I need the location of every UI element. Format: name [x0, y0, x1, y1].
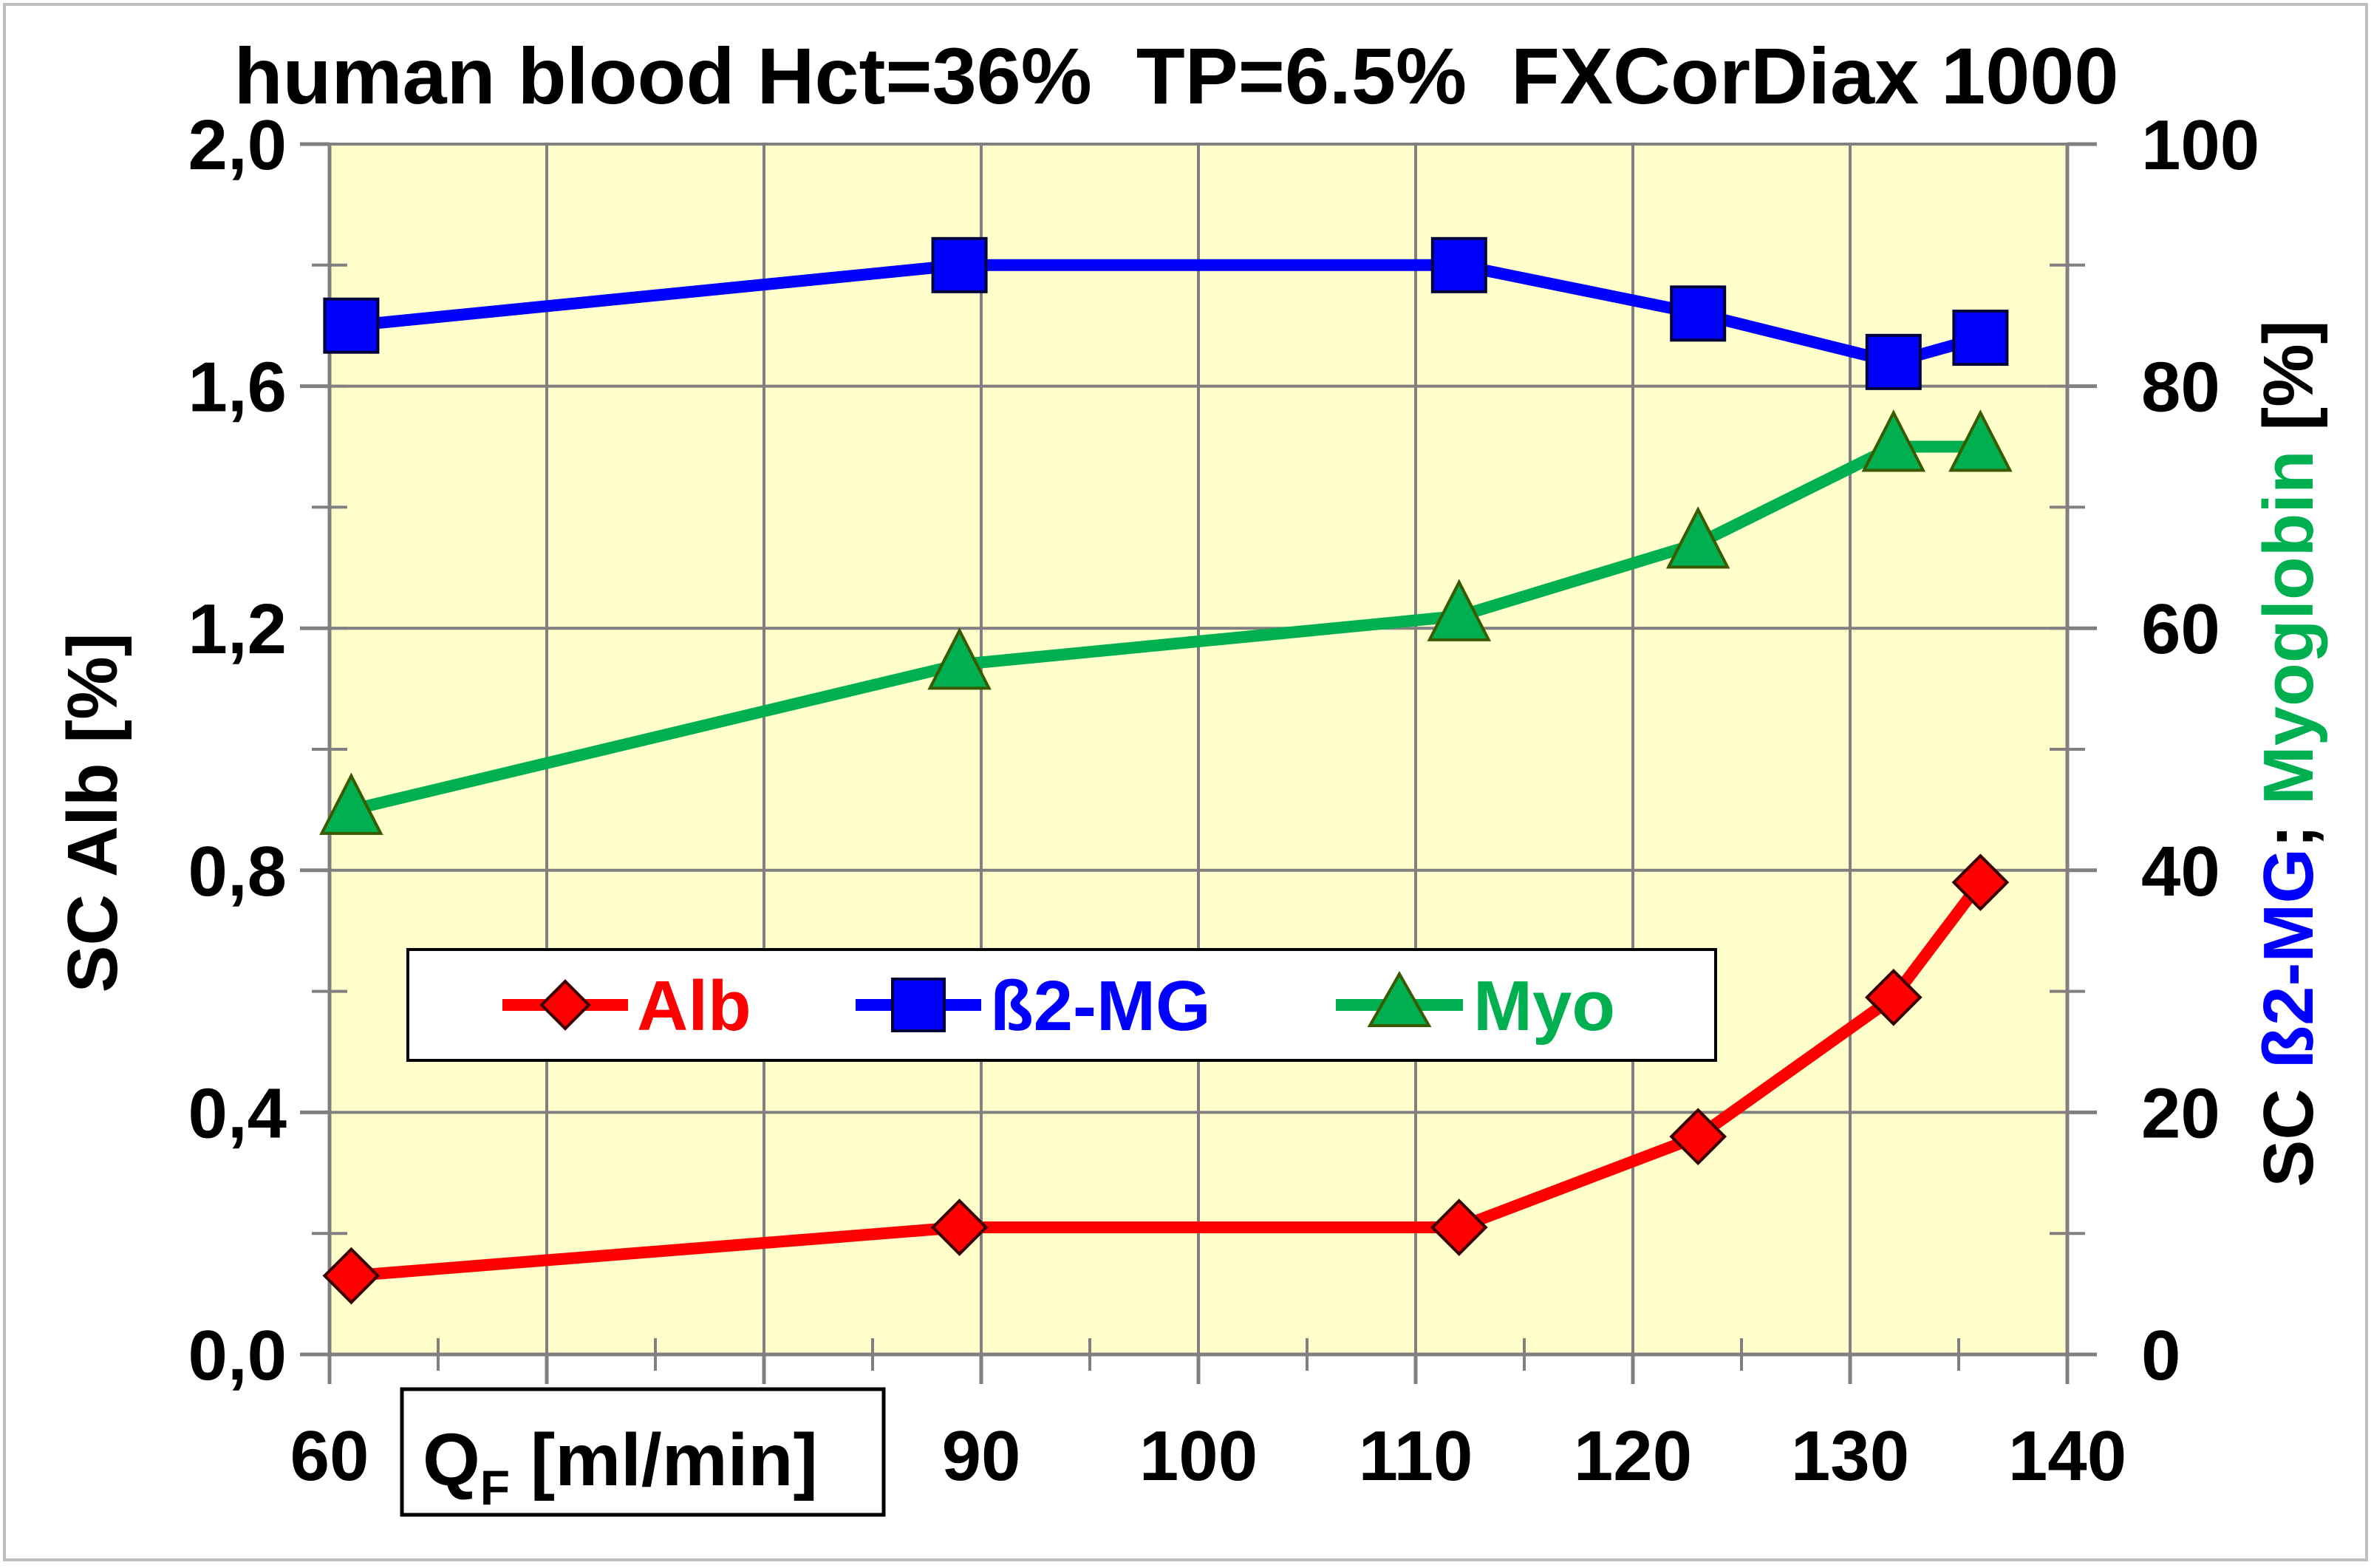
- data-point-myo: [1861, 409, 1926, 472]
- y-axis-right-suffix: [%]: [2249, 320, 2328, 450]
- x-tick-label: 60: [290, 1417, 369, 1496]
- x-axis-label-subscript: F: [480, 1460, 510, 1515]
- data-point-myo: [319, 772, 383, 835]
- data-point-alb: [1951, 853, 2010, 912]
- data-point-b2mg: [1430, 236, 1487, 293]
- y-axis-right-myo: Myoglobin: [2249, 450, 2328, 805]
- y-axis-left-label: SC Alb [%]: [53, 633, 132, 992]
- y-right-tick-label: 60: [2141, 590, 2220, 669]
- y-left-tick-label: 0,8: [188, 832, 287, 911]
- x-tick-label: 100: [1139, 1417, 1258, 1496]
- y-axis-right-prefix: SC: [2249, 1069, 2328, 1187]
- y-left-tick-label: 1,2: [188, 590, 287, 669]
- y-left-tick-label: 1,6: [188, 348, 287, 427]
- legend-label-b2mg: ß2-MG: [990, 967, 1211, 1046]
- y-axis-right-b2mg: ß2-MG: [2249, 848, 2328, 1069]
- x-tick-label: 110: [1359, 1417, 1473, 1496]
- legend-marker-myo: [1367, 970, 1432, 1027]
- legend-marker-b2mg: [891, 978, 946, 1032]
- data-point-alb: [1430, 1199, 1488, 1256]
- legend-label-alb: Alb: [637, 967, 751, 1046]
- y-right-tick-label: 40: [2141, 832, 2220, 911]
- x-axis-title-box: [400, 1387, 886, 1517]
- axes: 0,0 0,4 0,8 1,2 1,6 2,0 0 20 40 60 80 100 60 90 100 110…: [188, 106, 2260, 1496]
- y-axis-right-title: SC ß2-MG; Myoglobin [%]: [2249, 320, 2328, 1187]
- y-left-tick-label: 2,0: [188, 106, 287, 185]
- y-left-tick-label: 0,4: [188, 1074, 287, 1153]
- legend-marker-alb: [539, 979, 591, 1031]
- data-point-myo: [1948, 409, 2013, 472]
- y-right-tick-label: 20: [2141, 1074, 2220, 1153]
- data-point-myo: [1665, 506, 1730, 569]
- data-point-alb: [1669, 1108, 1727, 1165]
- y-left-tick-label: 0,0: [188, 1316, 287, 1395]
- data-point-b2mg: [1952, 310, 2009, 367]
- data-point-alb: [1864, 968, 1923, 1026]
- y-right-tick-label: 80: [2141, 348, 2220, 427]
- data-point-myo: [927, 627, 992, 690]
- x-axis-label: QF [ml/min]: [423, 1419, 818, 1515]
- legend: Alb ß2-MG Myo: [406, 948, 1717, 1062]
- x-axis-title: QF [ml/min]: [400, 1387, 886, 1517]
- x-axis-label-q: Q: [423, 1419, 480, 1501]
- x-tick-label: 120: [1574, 1417, 1692, 1496]
- legend-item-b2mg: ß2-MG: [856, 967, 1211, 1046]
- data-point-b2mg: [1670, 285, 1727, 342]
- x-axis-label-unit: [ml/min]: [510, 1419, 818, 1501]
- series-layer: [319, 236, 2013, 1305]
- data-point-b2mg: [1865, 333, 1922, 390]
- x-tick-label: 90: [942, 1417, 1021, 1496]
- data-point-alb: [930, 1199, 989, 1256]
- data-point-myo: [1427, 579, 1492, 641]
- x-tick-label: 130: [1791, 1417, 1909, 1496]
- data-point-alb: [322, 1247, 381, 1305]
- series-line-alb: [350, 879, 1985, 1282]
- y-right-tick-label: 0: [2141, 1316, 2180, 1395]
- x-tick-label: 140: [2008, 1417, 2126, 1496]
- y-right-tick-label: 100: [2141, 106, 2259, 185]
- y-axis-right-label: SC ß2-MG; Myoglobin [%]: [2249, 320, 2328, 1187]
- legend-label-myo: Myo: [1473, 967, 1615, 1046]
- y-axis-left-title: SC Alb [%]: [53, 633, 132, 992]
- data-point-b2mg: [931, 236, 988, 293]
- legend-item-myo: Myo: [1336, 967, 1615, 1046]
- chart-title: human blood Hct=36% TP=6.5% FXCorDiax 10…: [234, 31, 2119, 120]
- legend-item-alb: Alb: [502, 967, 751, 1046]
- y-axis-right-separator: ;: [2249, 805, 2328, 848]
- data-point-b2mg: [323, 297, 380, 354]
